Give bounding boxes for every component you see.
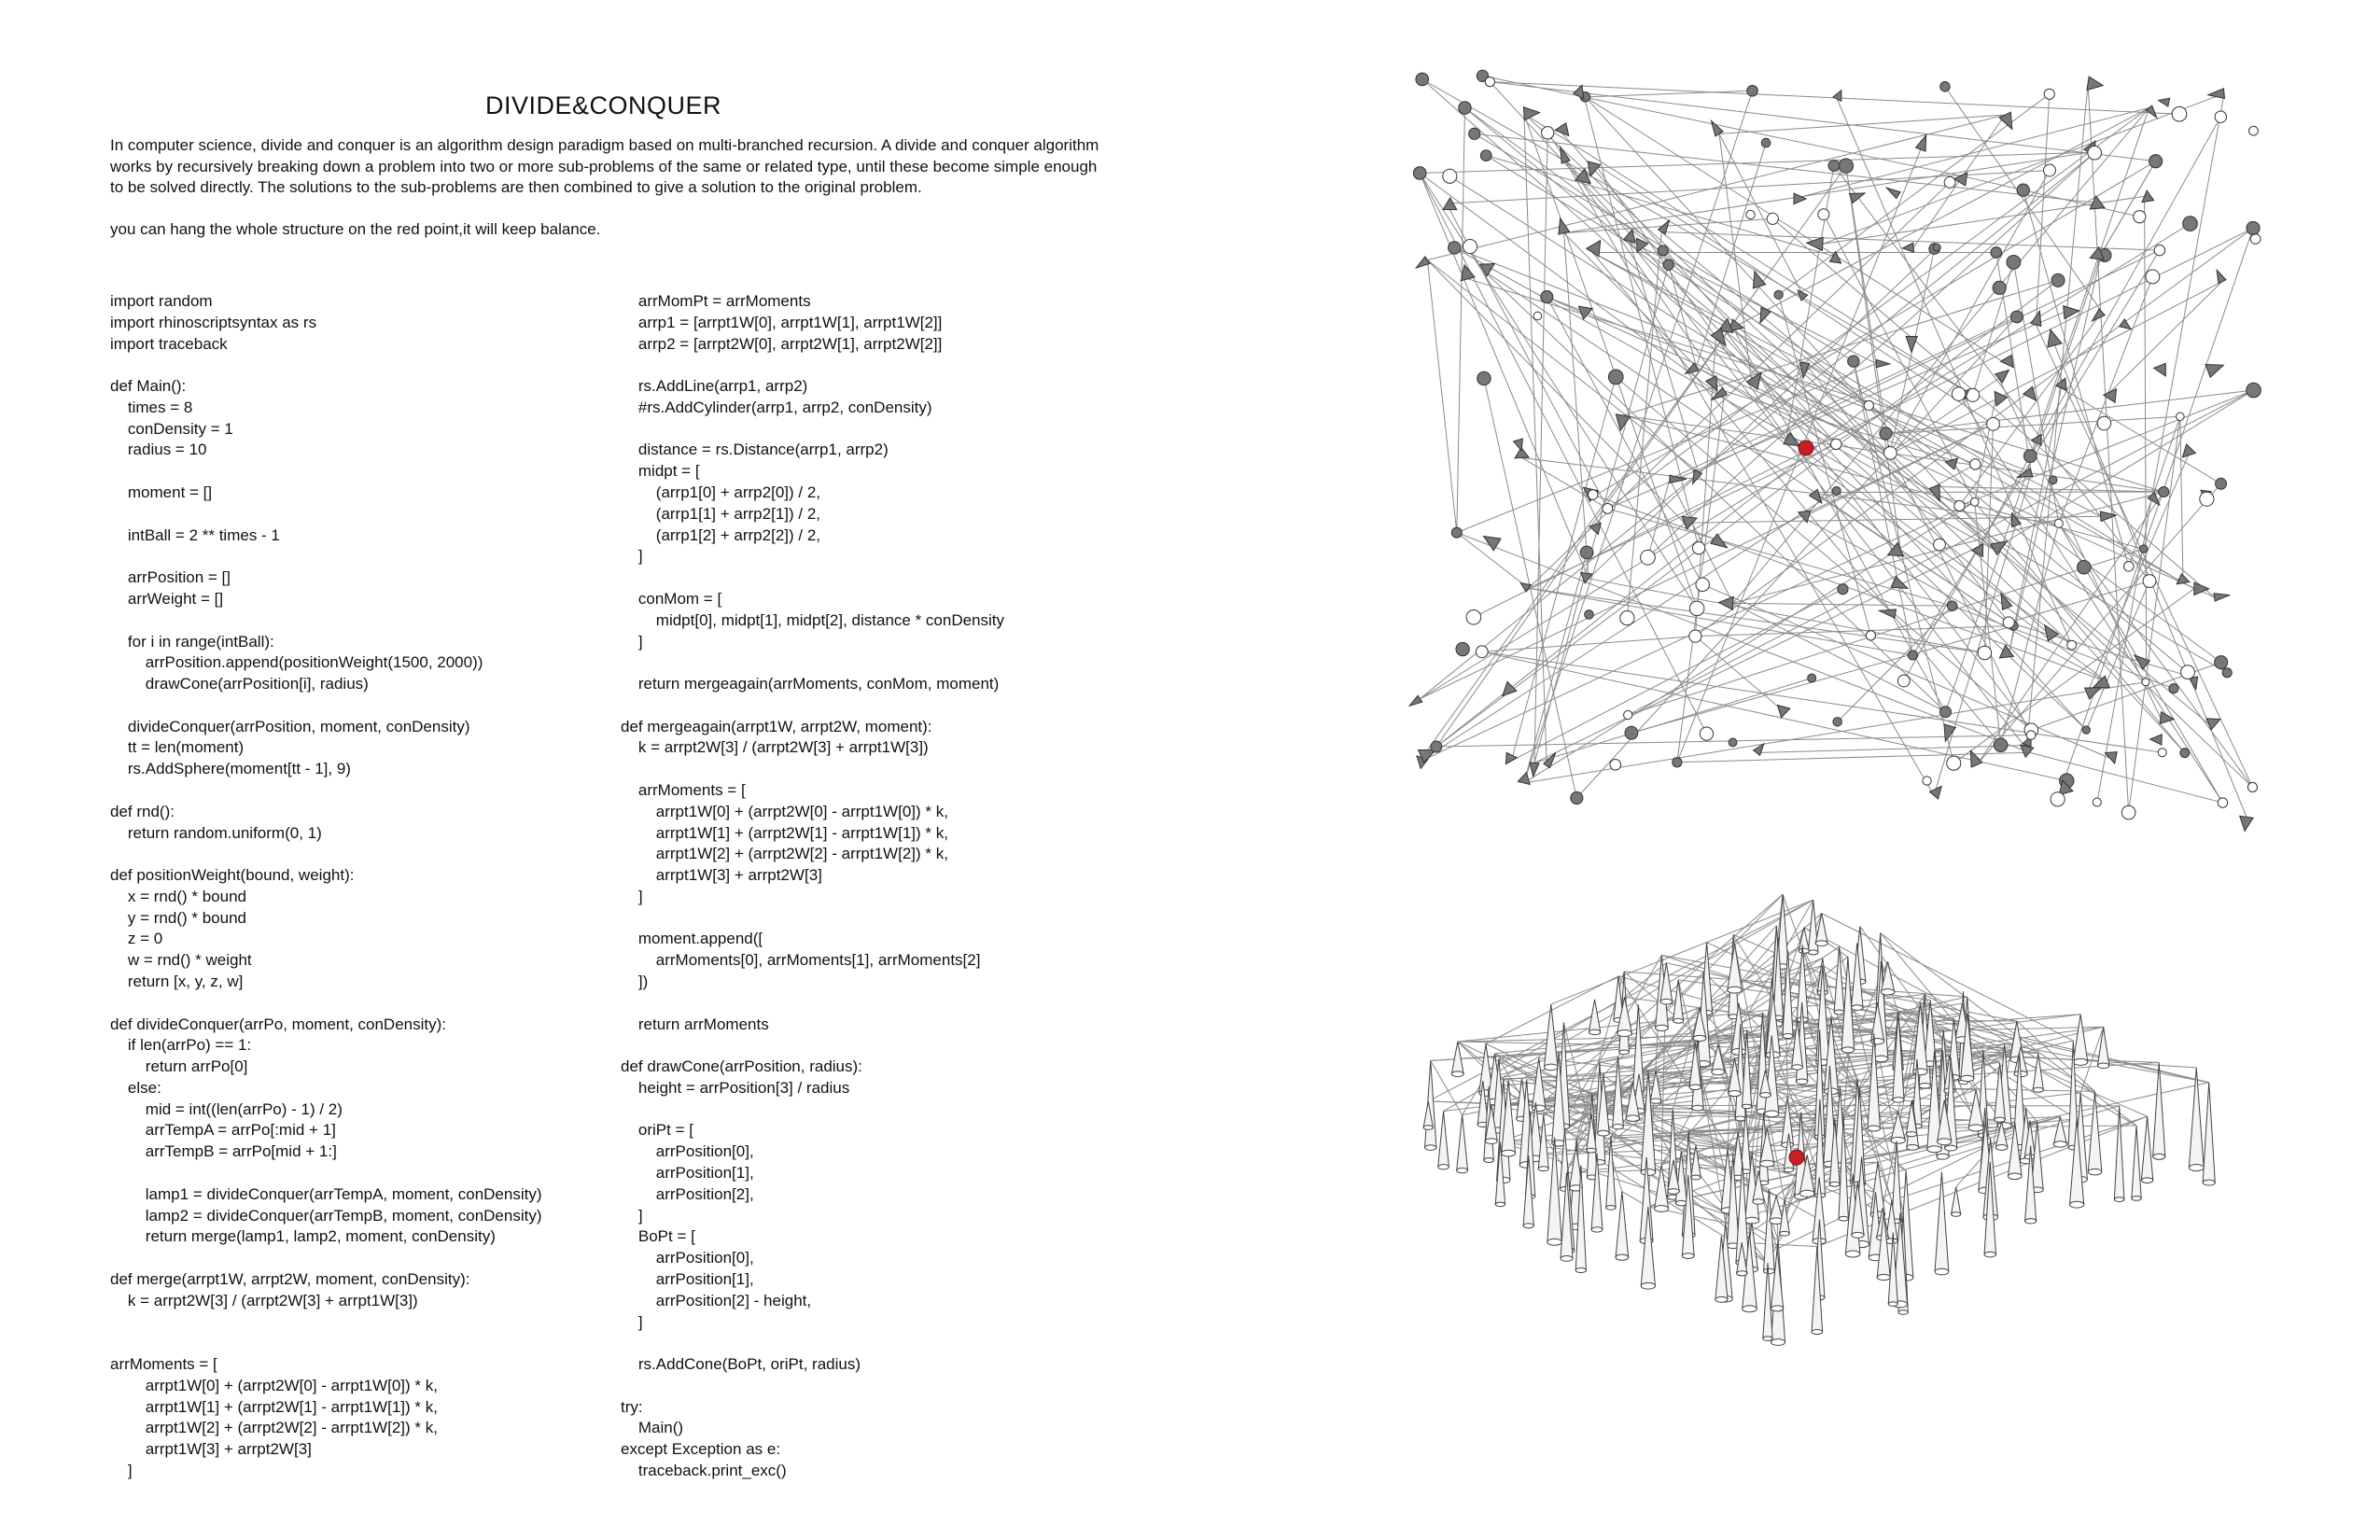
page-title: DIVIDE&CONQUER [485,91,722,119]
perspective-cones [1422,894,2216,1346]
balance-point-top [1798,440,1814,456]
code-listing-right: arrMomPt = arrMoments arrp1 = [arrpt1W[0… [621,292,1005,1479]
intro-paragraph: In computer science, divide and conquer … [110,136,1099,197]
code-listing-left: import random import rhinoscriptsyntax a… [110,292,542,1479]
perspective-view-figure [1325,849,2268,1521]
top-view-figure [1381,56,2296,840]
top-view-cones [1407,69,2261,833]
balance-note: you can hang the whole structure on the … [110,219,601,238]
top-view-drawing [1407,69,2261,833]
intro-text: In computer science, divide and conquer … [110,135,1109,240]
perspective-view-drawing [1422,893,2216,1346]
top-view-lines [1418,75,2254,818]
balance-point-perspective [1788,1149,1805,1166]
